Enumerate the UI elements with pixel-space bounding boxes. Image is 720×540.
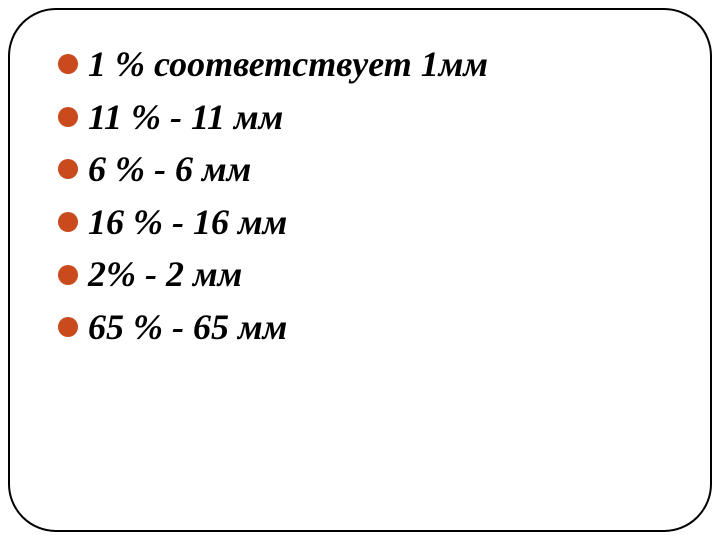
list-item: 1 % соответствует 1мм [58,40,662,89]
list-item-text: 1 % соответствует 1мм [88,40,488,89]
bullet-icon [58,317,78,337]
bullet-icon [58,54,78,74]
list-item: 2% - 2 мм [58,250,662,299]
bullet-icon [58,107,78,127]
bullet-list: 1 % соответствует 1мм 11 % - 11 мм 6 % -… [58,40,662,352]
list-item-text: 2% - 2 мм [88,250,242,299]
list-item: 65 % - 65 мм [58,303,662,352]
slide-frame: 1 % соответствует 1мм 11 % - 11 мм 6 % -… [8,8,712,532]
bullet-icon [58,265,78,285]
list-item: 11 % - 11 мм [58,93,662,142]
bullet-icon [58,212,78,232]
list-item-text: 16 % - 16 мм [88,198,287,247]
list-item: 16 % - 16 мм [58,198,662,247]
list-item-text: 65 % - 65 мм [88,303,287,352]
list-item-text: 6 % - 6 мм [88,145,251,194]
list-item: 6 % - 6 мм [58,145,662,194]
list-item-text: 11 % - 11 мм [88,93,283,142]
bullet-icon [58,159,78,179]
